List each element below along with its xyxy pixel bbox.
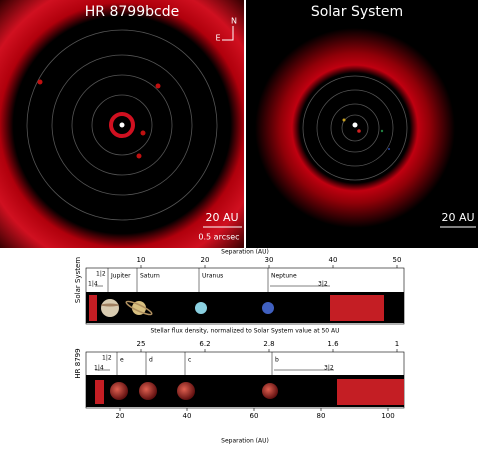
scale-label: 20 AU	[205, 211, 238, 224]
resonance-label: 3|2	[324, 365, 334, 372]
row-label: HR 8799	[74, 348, 82, 378]
tick-label: 60	[250, 412, 259, 420]
tick-label: 80	[317, 412, 326, 420]
axis-label: Separation (AU)	[221, 438, 269, 445]
scale-diagram	[85, 267, 405, 409]
tick-label: 100	[381, 412, 394, 420]
compass-n: N	[231, 17, 237, 26]
tick-label: 30	[265, 256, 274, 264]
tick-label: 1	[395, 340, 399, 348]
tick-label: 6.2	[199, 340, 210, 348]
planet-label: Uranus	[202, 273, 223, 280]
row-label: Solar System	[74, 257, 82, 303]
tick-label: 10	[137, 256, 146, 264]
tick-label: 2.8	[263, 340, 274, 348]
axis-label: Stellar flux density, normalized to Sola…	[150, 328, 339, 335]
tick-label: 1.6	[327, 340, 339, 348]
resonance-label: 1|4	[88, 281, 98, 288]
planet-label: Jupiter	[110, 273, 131, 280]
planet-label: d	[149, 357, 153, 364]
panel-title: HR 8799bcde	[85, 4, 179, 20]
scale-label: 20 AU	[441, 211, 474, 224]
solar-image: Solar System 20 AU	[246, 0, 478, 248]
planet-label: e	[120, 357, 124, 364]
planet-label: b	[275, 357, 279, 364]
tick-label: 40	[183, 412, 192, 420]
tick-label: 40	[329, 256, 338, 264]
resonance-label: 3|2	[318, 281, 328, 288]
compass-e: E	[215, 34, 220, 43]
resonance-label: 1|2	[102, 355, 112, 362]
planet-label: Neptune	[271, 273, 297, 280]
tick-label: 25	[137, 340, 146, 348]
tick-label: 20	[201, 256, 210, 264]
tick-label: 50	[393, 256, 402, 264]
angular-scale: 0.5 arcsec	[198, 233, 239, 242]
planet-label: Saturn	[140, 273, 160, 280]
resonance-label: 1|4	[94, 365, 104, 372]
tick-label: 20	[116, 412, 125, 420]
hr8799-image: HR 8799bcde N E 20 AU 0.5 arcsec	[0, 0, 244, 248]
resonance-label: 1|2	[96, 271, 106, 278]
panel-title: Solar System	[311, 4, 403, 20]
planet-label: c	[188, 357, 191, 364]
axis-label: Separation (AU)	[221, 249, 269, 256]
